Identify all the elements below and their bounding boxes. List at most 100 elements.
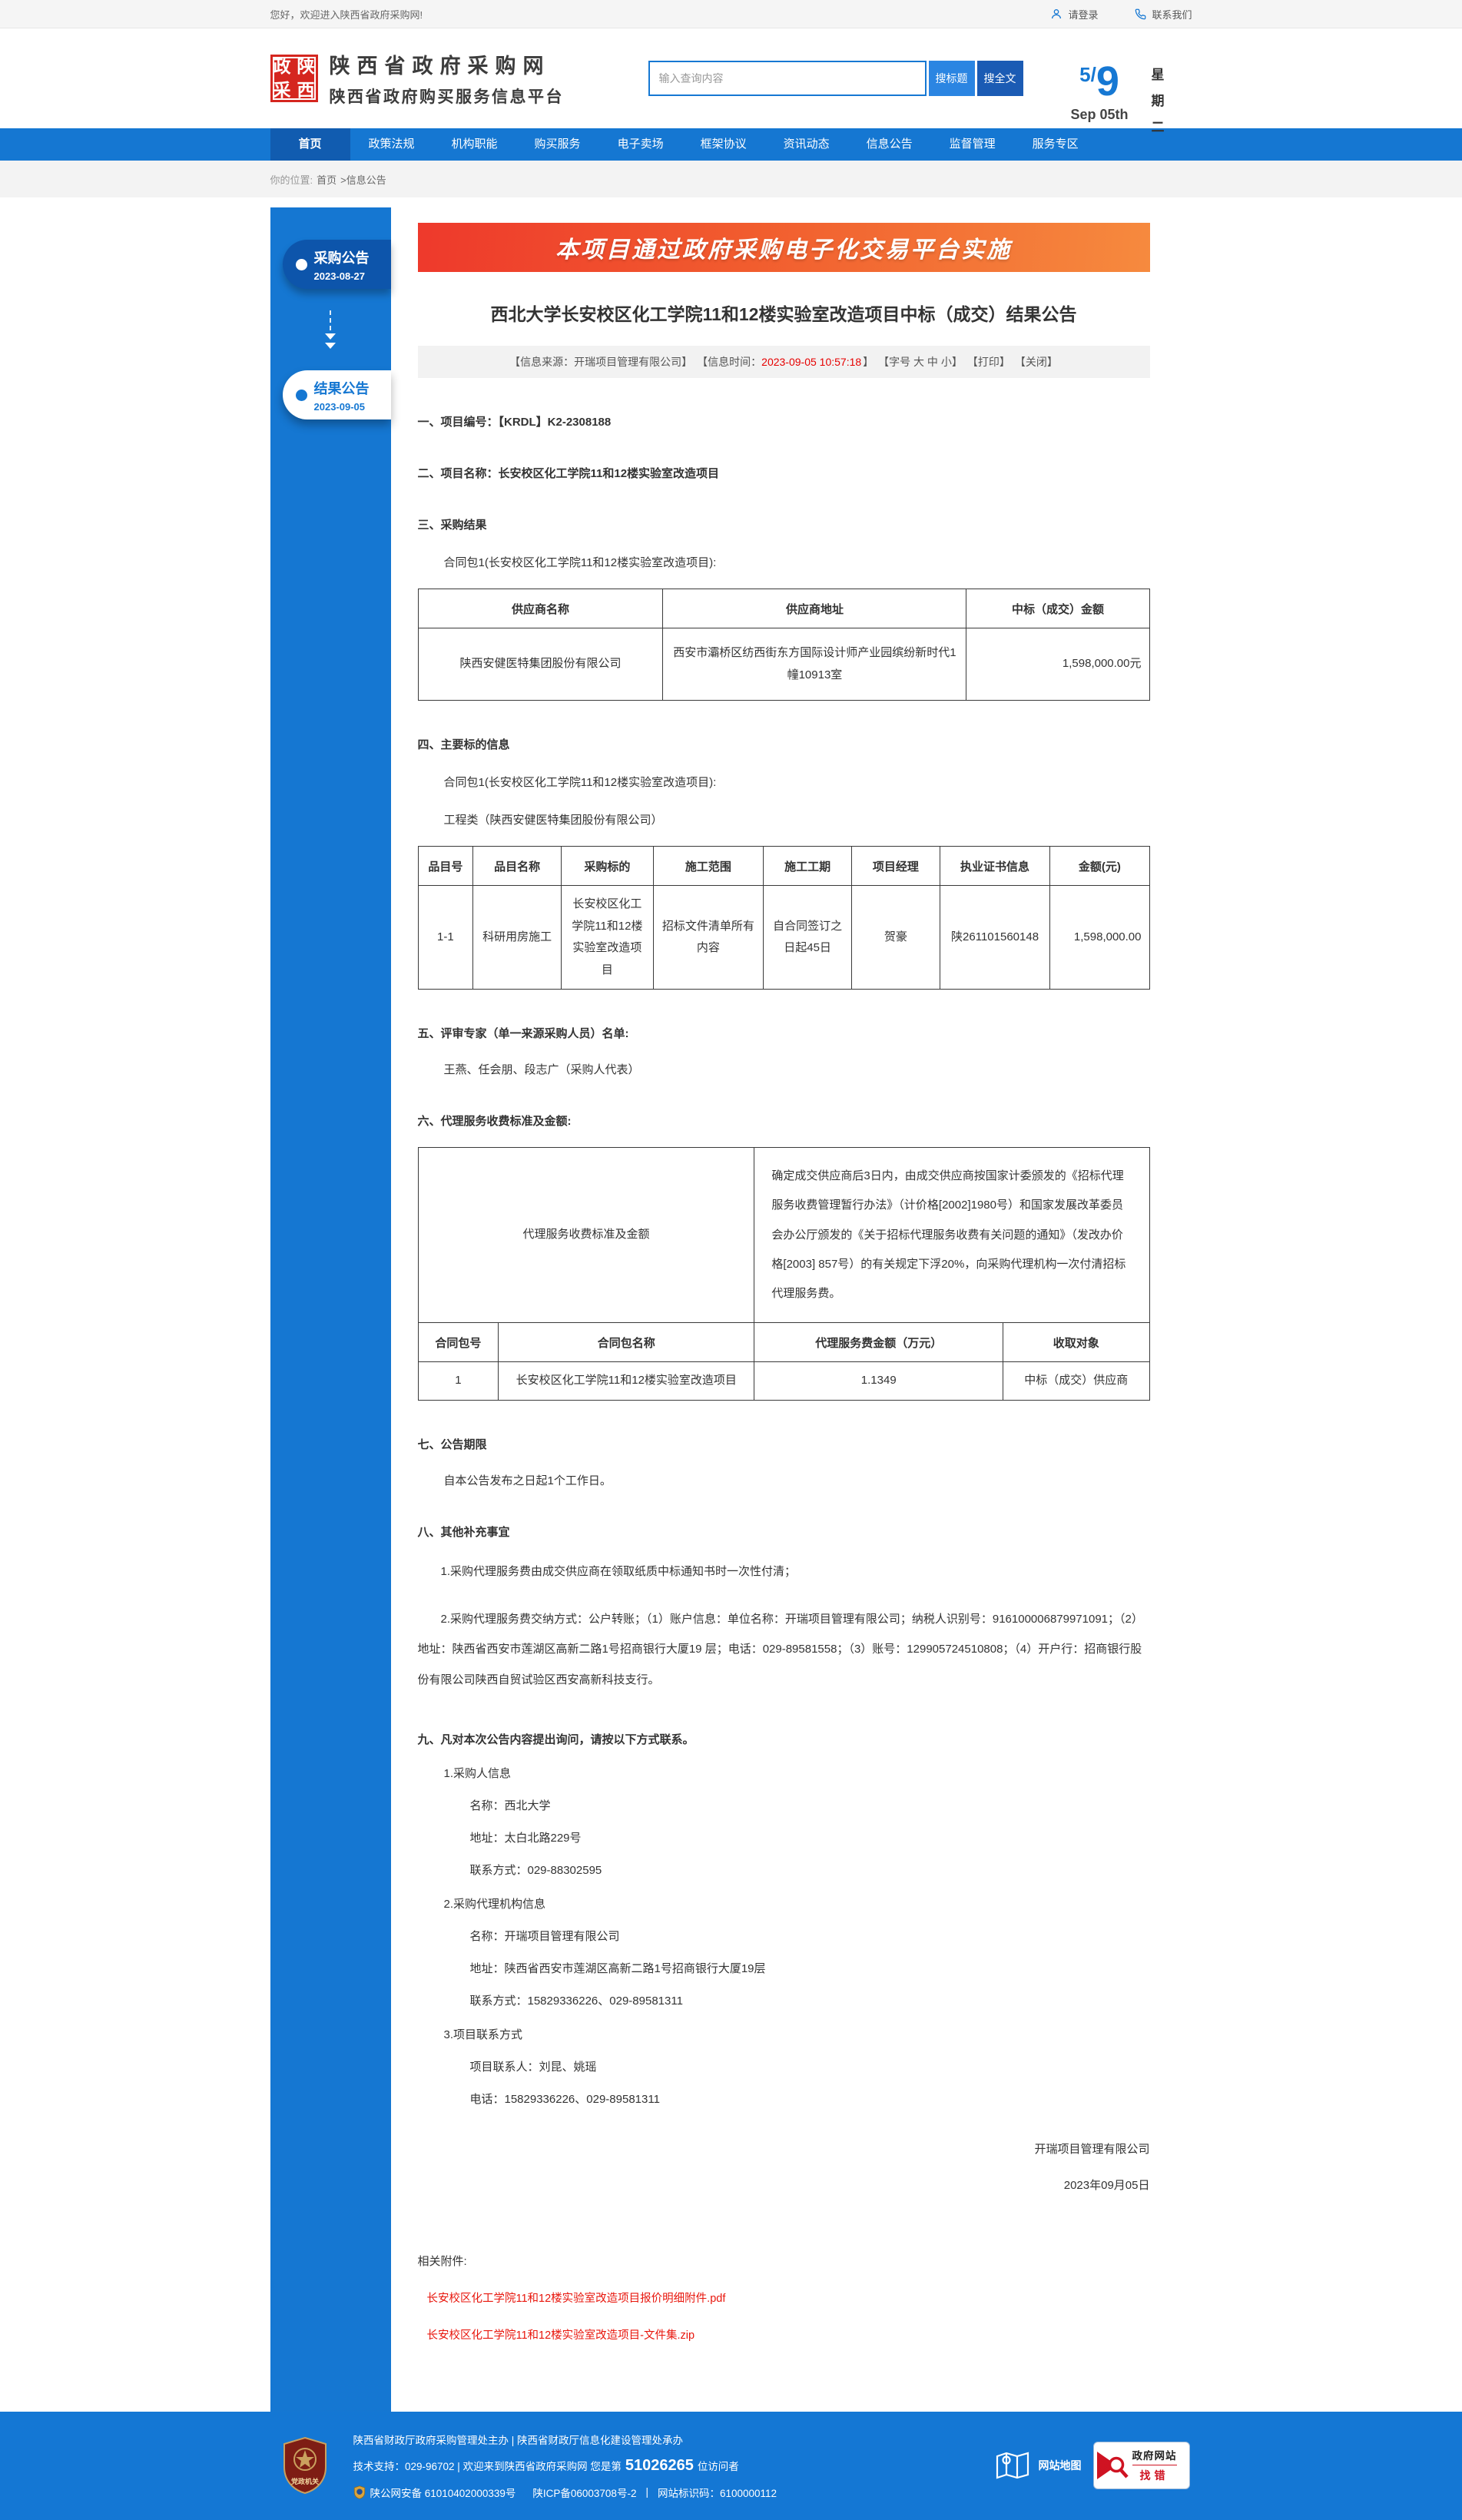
breadcrumb: 你的位置: 首页 >信息公告 [270, 161, 1192, 197]
breadcrumb-home-link[interactable]: 首页 [317, 174, 337, 186]
table-row: 代理服务收费标准及金额 确定成交供应商后3日内，由成交供应商按国家计委颁发的《招… [417, 1146, 1150, 1324]
table-header-row: 合同包号 合同包名称 代理服务费金额（万元） 收取对象 [417, 1322, 1150, 1363]
agency-fee-table: 代理服务收费标准及金额 确定成交供应商后3日内，由成交供应商按国家计委颁发的《招… [417, 1146, 1150, 1401]
meta-time-prefix: 【信息时间： [697, 356, 762, 368]
nav-item-news[interactable]: 资讯动态 [783, 138, 830, 151]
footer-divider: | [645, 2486, 648, 2498]
cell-procurement-target: 长安校区化工学院11和12楼实验室改造项目 [561, 885, 654, 990]
table-row: 1-1 科研用房施工 长安校区化工学院11和12楼实验室改造项目 招标文件清单所… [417, 885, 1150, 990]
timeline-step-procurement-notice[interactable]: 采购公告 2023-08-27 [282, 240, 391, 289]
agency-contact: 联系方式：15829336226、029-89581311 [469, 1994, 683, 2008]
section-6-heading: 六、代理服务收费标准及金额: [417, 1115, 572, 1128]
footer-visitors-suffix: 位访问者 [697, 2461, 739, 2473]
close-button[interactable]: 【关闭】 [1014, 356, 1058, 368]
cell-certificate: 陕261101560148 [939, 885, 1051, 990]
cell-package-name: 长安校区化工学院11和12楼实验室改造项目 [498, 1361, 755, 1401]
footer-support: 技术支持：029-96702 | 欢迎来到陕西省政府采购网 您是第 [353, 2461, 622, 2473]
cell-supplier-name: 陕西安健医特集团股份有限公司 [417, 628, 664, 701]
date-english: Sep 05th [1070, 107, 1129, 122]
agency-address: 地址：陕西省西安市莲湖区高新二路1号招商银行大厦19层 [469, 1961, 766, 1975]
find-error-logo-icon [1096, 2451, 1129, 2479]
icp-number[interactable]: 陕ICP备06003708号-2 [532, 2487, 637, 2499]
cell-fee-description: 确定成交供应商后3日内，由成交供应商按国家计委颁发的《招标代理服务收费管理暂行办… [754, 1146, 1150, 1324]
col-fee-payer: 收取对象 [1003, 1322, 1150, 1363]
meta-source: 【信息来源：开瑞项目管理有限公司】 [509, 356, 693, 368]
section-2-project-name: 二、项目名称：长安校区化工学院11和12楼实验室改造项目 [417, 467, 720, 480]
nav-item-e-mall[interactable]: 电子卖场 [617, 138, 664, 151]
table-header-row: 品目号 品目名称 采购标的 施工范围 施工工期 项目经理 执业证书信息 金额(元… [417, 846, 1150, 886]
search-input[interactable] [648, 61, 927, 96]
nav-item-purchase-services[interactable]: 购买服务 [534, 138, 581, 151]
col-supplier-address: 供应商地址 [662, 589, 967, 628]
font-size-control[interactable]: 【字号 大 中 小】 [878, 356, 963, 368]
nav-item-home[interactable]: 首页 [270, 128, 350, 161]
site-logo[interactable]: 政 陕 采 西 [270, 55, 318, 102]
supplement-2: 2.采购代理服务费交纳方式：公户转账；（1）账户信息：单位名称：开瑞项目管理有限… [417, 1612, 1143, 1687]
search-fulltext-button[interactable]: 搜全文 [976, 61, 1023, 96]
footer-text: 陕西省财政厅政府采购管理处主办 | 陕西省财政厅信息化建设管理处承办 技术支持：… [353, 2422, 777, 2510]
site-subtitle: 陕西省政府购买服务信息平台 [329, 88, 564, 106]
timeline-step-result-notice[interactable]: 结果公告 2023-09-05 [282, 370, 391, 419]
nav-item-supervision[interactable]: 监督管理 [949, 138, 996, 151]
table-header-row: 供应商名称 供应商地址 中标（成交）金额 [417, 589, 1150, 628]
result-table: 供应商名称 供应商地址 中标（成交）金额 陕西安健医特集团股份有限公司 西安市灞… [417, 589, 1150, 701]
platform-banner: 本项目通过政府采购电子化交易平台实施 [417, 223, 1150, 272]
purchaser-name: 名称：西北大学 [469, 1799, 551, 1812]
header: 政 陕 采 西 陕西省政府采购网 陕西省政府购买服务信息平台 搜标题 搜全文 5… [0, 28, 1462, 134]
beian-number[interactable]: 陕公网安备 61010402000339号 [370, 2487, 516, 2499]
find-error-top: 政府网站 [1132, 2450, 1177, 2462]
visitor-count: 51026265 [625, 2456, 694, 2474]
nav-item-policies[interactable]: 政策法规 [368, 138, 415, 151]
attachment-link-zip[interactable]: 长安校区化工学院11和12楼实验室改造项目-文件集.zip [426, 2329, 695, 2342]
find-error-widget[interactable]: 政府网站 找错 [1092, 2441, 1190, 2489]
nav-item-announcements[interactable]: 信息公告 [866, 138, 913, 151]
main-area: 采购公告 2023-08-27 结果公告 2023-09-05 本项目通过政府采… [0, 197, 1462, 2412]
nav-item-service-zone[interactable]: 服务专区 [1032, 138, 1079, 151]
col-duration: 施工工期 [763, 846, 852, 886]
article-content: 本项目通过政府采购电子化交易平台实施 西北大学长安校区化工学院11和12楼实验室… [417, 197, 1192, 2412]
party-government-badge-icon: 党政机关 [283, 2437, 327, 2495]
col-amount: 金额(元) [1049, 846, 1150, 886]
col-certificate: 执业证书信息 [939, 846, 1051, 886]
search-area: 搜标题 搜全文 [648, 61, 1023, 96]
search-title-button[interactable]: 搜标题 [928, 61, 975, 96]
police-badge-icon [353, 2485, 365, 2499]
footer-line-2: 技术支持：029-96702 | 欢迎来到陕西省政府采购网 您是第 510262… [353, 2457, 777, 2475]
meta-time-suffix: 】 [863, 356, 874, 368]
sitemap-label: 网站地图 [1038, 2459, 1082, 2472]
nav-item-functions[interactable]: 机构职能 [451, 138, 498, 151]
purchaser-address: 地址：太白北路229号 [469, 1831, 582, 1845]
agency-name: 名称：开瑞项目管理有限公司 [469, 1929, 620, 1943]
purchaser-info-title: 1.采购人信息 [443, 1766, 512, 1780]
site-code: 网站标识码：6100000112 [657, 2487, 777, 2499]
section-3-intro: 合同包1(长安校区化工学院11和12楼实验室改造项目): [443, 556, 717, 569]
contact-link[interactable]: 联系我们 [1135, 7, 1192, 22]
cell-duration: 自合同签订之日起45日 [763, 885, 852, 990]
footer-line-3: 陕公网安备 61010402000339号 陕ICP备06003708号-2 |… [353, 2485, 777, 2500]
col-fee-amount: 代理服务费金额（万元） [754, 1322, 1004, 1363]
cell-fee-payer: 中标（成交）供应商 [1003, 1361, 1150, 1401]
breadcrumb-bar: 你的位置: 首页 >信息公告 [0, 161, 1462, 197]
section-4-intro1: 合同包1(长安校区化工学院11和12楼实验室改造项目): [443, 776, 717, 789]
cell-scope: 招标文件清单所有内容 [652, 885, 764, 990]
map-icon [996, 2452, 1029, 2479]
attachments-section: 相关附件: 长安校区化工学院11和12楼实验室改造项目报价明细附件.pdf 长安… [418, 2253, 1150, 2343]
project-contact-phone: 电话：15829336226、029-89581311 [469, 2092, 660, 2106]
step-dot [295, 259, 307, 270]
logo-char: 采 [273, 80, 291, 100]
site-title: 陕西省政府采购网 [329, 55, 551, 78]
attachment-link-pdf[interactable]: 长安校区化工学院11和12楼实验室改造项目报价明细附件.pdf [426, 2292, 726, 2305]
print-button[interactable]: 【打印】 [966, 356, 1010, 368]
table-row: 1 长安校区化工学院11和12楼实验室改造项目 1.1349 中标（成交）供应商 [417, 1361, 1150, 1401]
sitemap-link[interactable]: 网站地图 [996, 2450, 1082, 2481]
cell-item-name: 科研用房施工 [472, 885, 562, 990]
logo-char: 西 [297, 80, 315, 100]
step-dot [295, 390, 307, 401]
nav-item-framework[interactable]: 框架协议 [700, 138, 747, 151]
cell-fee-label: 代理服务收费标准及金额 [417, 1146, 755, 1324]
login-link[interactable]: 请登录 [1050, 7, 1098, 22]
col-award-amount: 中标（成交）金额 [966, 589, 1150, 628]
col-package-no: 合同包号 [417, 1322, 499, 1363]
cell-amount: 1,598,000.00 [1049, 885, 1150, 990]
section-7-heading: 七、公告期限 [417, 1437, 487, 1451]
